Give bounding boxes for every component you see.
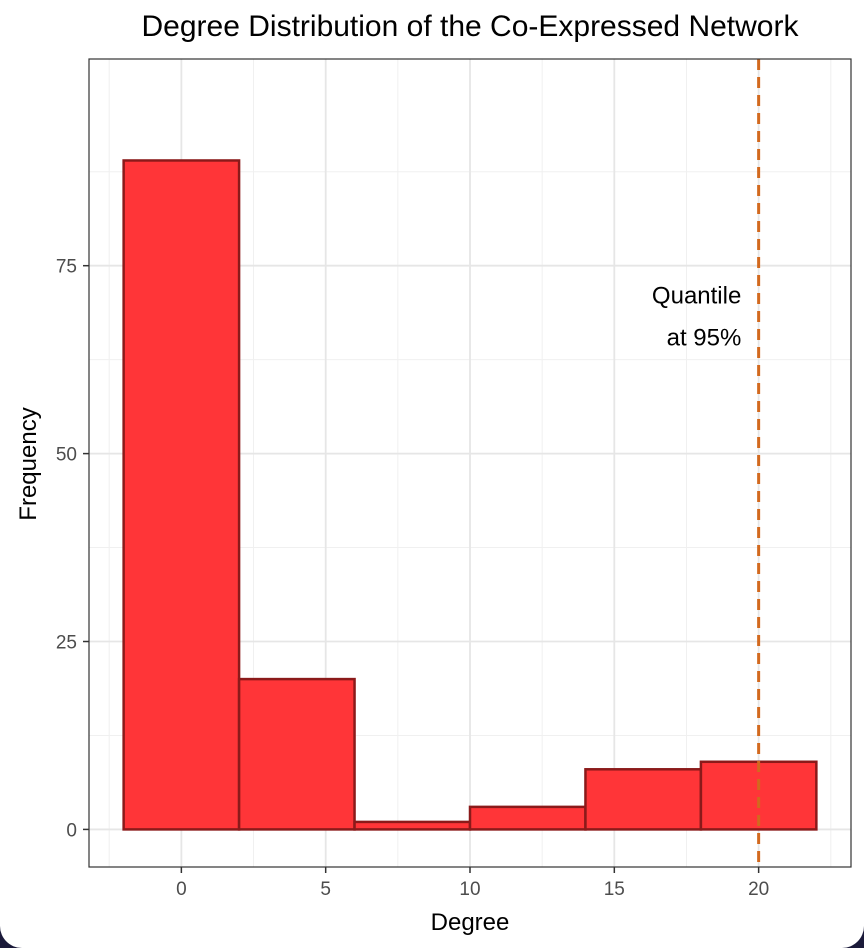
histogram-bar-4 xyxy=(584,768,703,831)
plot-area: Quantile at 95% 0 5 10 15 20 0 25 50 75 xyxy=(56,58,852,900)
y-tick-label: 75 xyxy=(56,257,77,278)
x-axis-title: Degree xyxy=(431,909,510,936)
histogram-bar-2 xyxy=(353,820,472,831)
x-tick-label: 5 xyxy=(320,879,331,900)
y-tick-label: 25 xyxy=(56,633,77,654)
quantile-annotation-line-1: at 95% xyxy=(667,324,742,351)
y-tick-label: 50 xyxy=(56,445,77,466)
histogram-bar-3 xyxy=(468,805,587,831)
quantile-annotation-line-0: Quantile xyxy=(652,282,741,309)
histogram-bar-1 xyxy=(237,677,356,831)
x-tick-label: 15 xyxy=(604,879,625,900)
chart-title: Degree Distribution of the Co-Expressed … xyxy=(142,10,800,43)
x-tick-label: 0 xyxy=(176,879,187,900)
y-axis-title: Frequency xyxy=(15,407,42,520)
x-tick-label: 10 xyxy=(459,879,480,900)
histogram-bar-0 xyxy=(122,159,241,831)
x-tick-label: 20 xyxy=(748,879,769,900)
y-tick-label: 0 xyxy=(66,820,77,841)
